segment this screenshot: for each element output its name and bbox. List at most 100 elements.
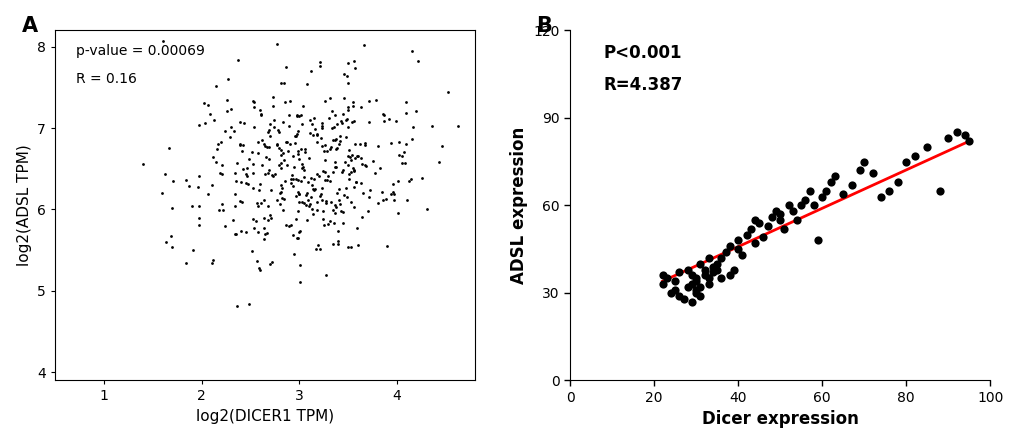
Point xyxy=(219,97,235,104)
Point xyxy=(217,128,233,135)
Point xyxy=(321,218,337,225)
Point xyxy=(383,139,399,146)
Point xyxy=(323,144,339,151)
Point xyxy=(335,70,352,77)
Point xyxy=(376,117,392,124)
Point xyxy=(260,216,276,223)
Point xyxy=(322,94,338,101)
Point xyxy=(200,190,216,197)
Point xyxy=(303,193,319,200)
Point xyxy=(334,119,351,126)
Point xyxy=(358,163,374,170)
Text: R=4.387: R=4.387 xyxy=(603,76,683,94)
Point xyxy=(306,114,322,121)
Point xyxy=(280,112,297,119)
Point xyxy=(289,207,306,214)
Point xyxy=(271,190,287,197)
Point xyxy=(354,213,370,220)
Point xyxy=(375,111,391,118)
Point xyxy=(918,143,934,150)
Point xyxy=(671,269,687,276)
Point xyxy=(285,231,302,239)
Point xyxy=(330,238,346,245)
Point xyxy=(253,110,269,117)
Point xyxy=(948,129,964,136)
Point xyxy=(233,228,250,235)
Point xyxy=(730,246,746,253)
Point xyxy=(293,198,310,206)
Point xyxy=(700,280,716,287)
Point xyxy=(356,41,372,49)
Point xyxy=(326,209,342,216)
Point xyxy=(356,162,372,169)
Point xyxy=(296,200,312,207)
Point xyxy=(180,182,197,189)
Point xyxy=(245,98,261,105)
Point xyxy=(384,188,400,195)
Point xyxy=(226,203,243,210)
Point xyxy=(202,110,218,117)
Point xyxy=(353,103,369,110)
Point xyxy=(784,208,800,215)
Point xyxy=(348,153,365,160)
Point xyxy=(245,160,261,167)
Point xyxy=(200,101,216,109)
Point xyxy=(301,155,317,162)
Point xyxy=(373,189,389,196)
Point xyxy=(269,142,285,149)
Point xyxy=(245,184,261,191)
Point xyxy=(340,152,357,159)
Point xyxy=(272,160,288,167)
Point xyxy=(299,81,315,88)
Point xyxy=(805,202,821,209)
Point xyxy=(654,272,671,279)
Point xyxy=(265,116,281,123)
Point xyxy=(263,186,279,194)
Point xyxy=(255,196,271,203)
Point xyxy=(260,155,276,162)
Point xyxy=(301,202,317,210)
Point xyxy=(792,202,808,209)
Point xyxy=(292,146,309,153)
Point xyxy=(225,217,242,224)
Point xyxy=(256,235,272,242)
Point xyxy=(287,133,304,140)
Point xyxy=(317,168,333,175)
Point xyxy=(347,179,364,186)
Point xyxy=(378,242,394,249)
Point xyxy=(369,142,385,150)
Point xyxy=(449,122,466,129)
Point xyxy=(734,251,750,259)
Point xyxy=(303,174,319,181)
Point xyxy=(261,167,277,174)
Point xyxy=(249,258,265,265)
Point xyxy=(250,139,266,146)
Point xyxy=(317,142,333,149)
Point xyxy=(342,198,359,205)
Point xyxy=(287,192,304,199)
Text: A: A xyxy=(21,16,38,36)
Point xyxy=(440,88,457,95)
Point xyxy=(313,134,329,142)
Point xyxy=(275,156,291,163)
Point xyxy=(228,302,245,309)
Point xyxy=(256,214,272,222)
Point xyxy=(178,259,195,266)
Point xyxy=(339,106,356,113)
Point xyxy=(165,178,181,185)
Point xyxy=(220,76,236,83)
Point xyxy=(282,179,299,186)
Point xyxy=(339,103,356,110)
Point xyxy=(339,194,356,201)
Point xyxy=(291,228,308,235)
Point xyxy=(326,137,342,144)
Point xyxy=(654,280,671,287)
Point xyxy=(244,148,260,155)
Point xyxy=(355,189,371,196)
Point xyxy=(324,240,340,247)
Point xyxy=(259,144,275,151)
Point xyxy=(211,170,227,177)
Point xyxy=(256,231,272,238)
Point xyxy=(314,119,330,126)
Point xyxy=(337,185,354,192)
